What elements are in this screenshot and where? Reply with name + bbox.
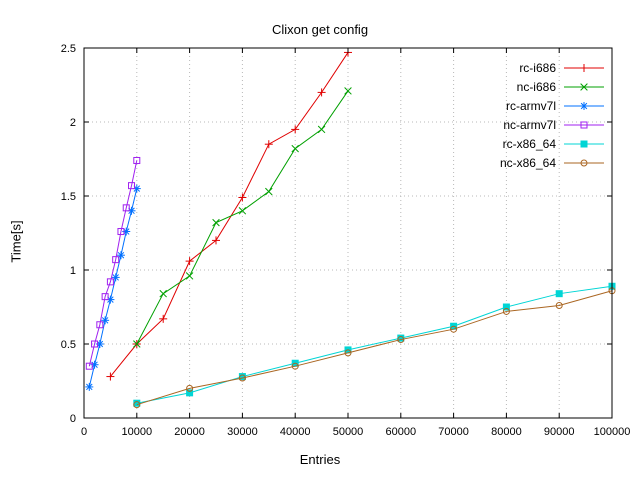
legend-entry-rc-armv7l: rc-armv7l [506,99,604,113]
tick-labels: 0 10000 20000 30000 40000 50000 60000 70000 8000… [61,43,631,438]
y-tick-label: 2 [70,117,76,129]
x-tick-label: 100000 [594,426,631,438]
y-tick-label: 1 [70,265,76,277]
series-nc-i686 [133,87,352,348]
y-tick-label: 2.5 [61,43,76,55]
y-tick-label: 1.5 [61,191,76,203]
series-nc-armv7l [85,156,141,370]
x-tick-label: 50000 [333,426,364,438]
legend-label: rc-armv7l [506,99,556,113]
x-tick-label: 0 [81,426,87,438]
axes [83,47,613,419]
y-axis-label: Time[s] [8,220,24,263]
x-tick-label: 30000 [227,426,258,438]
x-tick-label: 10000 [122,426,153,438]
x-tick-label: 20000 [174,426,205,438]
x-tick-label: 40000 [280,426,311,438]
legend-label: rc-i686 [519,61,556,75]
legend-label: nc-armv7l [503,118,556,132]
legend-entry-rc-i686: rc-i686 [519,61,604,75]
legend-label: nc-i686 [517,80,557,94]
legend-entry-nc-x86_64: nc-x86_64 [500,156,604,170]
legend-label: rc-x86_64 [503,137,557,151]
legend-entry-nc-i686: nc-i686 [517,80,604,94]
x-tick-label: 90000 [544,426,575,438]
series-rc-i686 [106,48,352,381]
y-tick-label: 0 [70,413,76,425]
x-tick-label: 80000 [491,426,522,438]
x-axis-label: Entries [299,452,341,467]
series-rc-armv7l [85,184,141,391]
x-tick-label: 70000 [438,426,469,438]
legend: rc-i686 nc-i686 rc-armv7l nc-armv7l rc-x86_6… [500,61,604,170]
chart-title: Clixon get config [271,22,369,37]
legend-entry-rc-x86_64: rc-x86_64 [503,137,604,151]
y-tick-label: 0.5 [61,339,76,351]
x-tick-label: 60000 [386,426,417,438]
series-rc-x86_64 [133,282,616,407]
legend-label: nc-x86_64 [500,156,556,170]
series-nc-x86_64 [133,287,616,409]
legend-entry-nc-armv7l: nc-armv7l [503,118,604,132]
